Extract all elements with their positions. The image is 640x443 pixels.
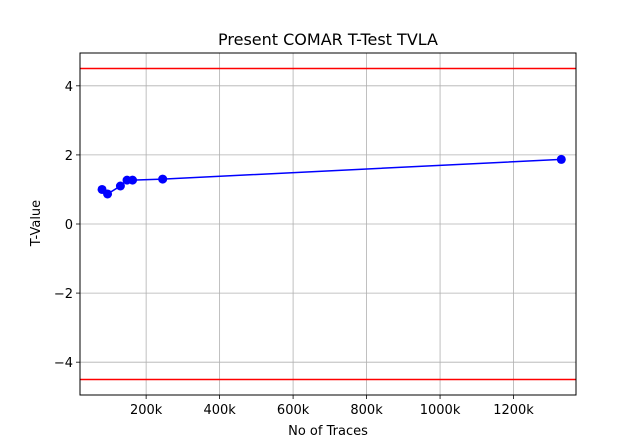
threshold-layer [80,67,576,381]
x-axis-label: No of Traces [288,424,368,439]
y-tick-label: 2 [65,149,73,164]
data-point [556,154,566,164]
y-axis-label: T-Value [29,200,44,247]
x-tick-label: 1200k [493,403,534,418]
x-tick-label: 400k [203,403,236,418]
x-tick-label: 600k [277,403,310,418]
y-axis-ticks: 4 2 0 −2 −4 [54,80,80,371]
x-axis-ticks: 200k 400k 600k 800k 1000k 1200k [130,395,534,418]
grid-layer [80,53,576,395]
data-point [158,174,168,184]
y-tick-label: 0 [65,218,73,233]
series-layer [97,154,566,199]
y-tick-label: −2 [54,287,73,302]
x-tick-label: 1000k [420,403,461,418]
data-point [115,181,125,191]
x-tick-label: 800k [350,403,383,418]
y-tick-label: −4 [54,356,73,371]
chart-title: Present COMAR T-Test TVLA [218,30,438,49]
data-point [128,175,138,185]
data-point [103,189,113,199]
y-tick-label: 4 [65,80,73,95]
x-tick-label: 200k [130,403,163,418]
